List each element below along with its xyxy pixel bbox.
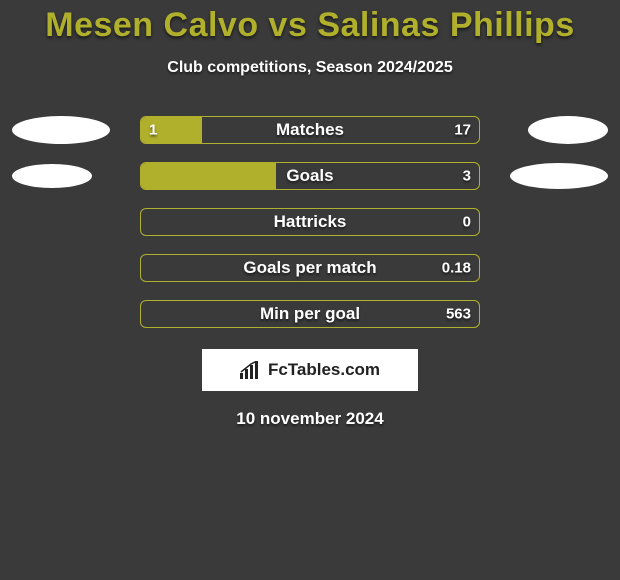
stat-bar: Min per goal 563 <box>140 300 480 328</box>
brand-chart-icon <box>240 361 262 379</box>
stat-label: Goals per match <box>141 258 479 278</box>
stat-bar: Hattricks 0 <box>140 208 480 236</box>
stat-row: Hattricks 0 <box>0 199 620 245</box>
stat-right-value: 17 <box>454 122 471 139</box>
player-avatar-right <box>528 116 608 144</box>
stat-bar: Goals per match 0.18 <box>140 254 480 282</box>
stat-row: 1 Matches 17 <box>0 107 620 153</box>
stat-right-value: 0 <box>463 214 471 231</box>
page-title: Mesen Calvo vs Salinas Phillips <box>0 6 620 45</box>
brand-text: FcTables.com <box>268 360 380 380</box>
stat-bar: Goals 3 <box>140 162 480 190</box>
player-avatar-left <box>12 116 110 144</box>
stat-right-value: 563 <box>446 306 471 323</box>
comparison-card: Mesen Calvo vs Salinas Phillips Club com… <box>0 0 620 429</box>
stat-rows: 1 Matches 17 Goals 3 Hattricks 0 <box>0 107 620 337</box>
stat-right-value: 3 <box>463 168 471 185</box>
stat-label: Hattricks <box>141 212 479 232</box>
stat-bar: 1 Matches 17 <box>140 116 480 144</box>
stat-bar-fill <box>141 117 202 143</box>
stat-row: Min per goal 563 <box>0 291 620 337</box>
stat-right-value: 0.18 <box>442 260 471 277</box>
brand-badge: FcTables.com <box>202 349 418 391</box>
stat-label: Min per goal <box>141 304 479 324</box>
stat-row: Goals per match 0.18 <box>0 245 620 291</box>
player-avatar-left <box>12 164 92 188</box>
player-avatar-right <box>510 163 608 189</box>
date-text: 10 november 2024 <box>0 409 620 429</box>
stat-bar-fill <box>141 163 276 189</box>
subtitle: Club competitions, Season 2024/2025 <box>0 59 620 77</box>
stat-row: Goals 3 <box>0 153 620 199</box>
